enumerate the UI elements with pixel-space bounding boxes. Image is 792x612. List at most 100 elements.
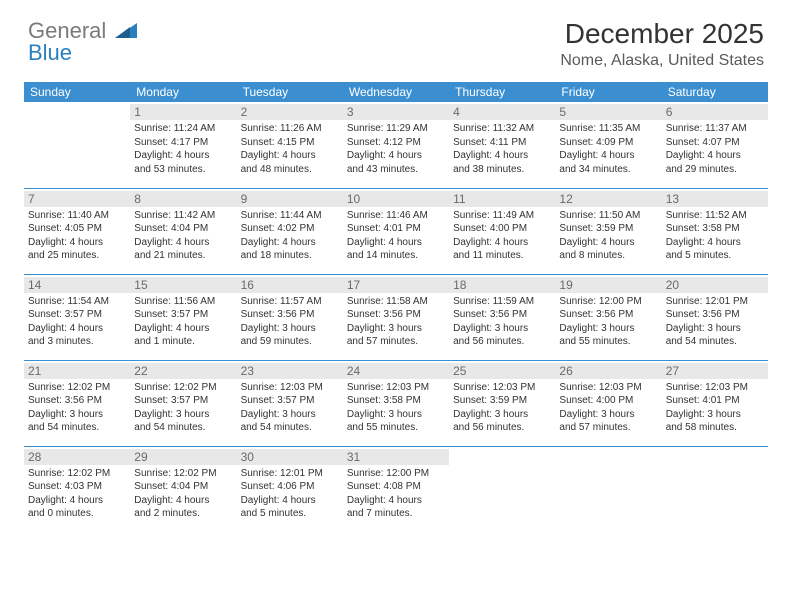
day-info: Sunrise: 12:02 PMSunset: 3:57 PMDaylight… — [134, 381, 232, 435]
day-number: 2 — [237, 104, 343, 120]
day-info-line: Sunset: 4:12 PM — [347, 136, 445, 150]
day-number: 11 — [449, 191, 555, 207]
day-info-line: Sunrise: 11:42 AM — [134, 209, 232, 223]
day-info-line: Sunset: 3:56 PM — [241, 308, 339, 322]
day-info-line: Sunset: 4:06 PM — [241, 480, 339, 494]
weekday-header: Thursday — [449, 82, 555, 102]
day-info: Sunrise: 12:00 PMSunset: 4:08 PMDaylight… — [347, 467, 445, 521]
day-info-line: Daylight: 4 hours — [28, 494, 126, 508]
day-info-line: Daylight: 4 hours — [134, 149, 232, 163]
day-info-line: Daylight: 3 hours — [347, 322, 445, 336]
calendar-row: 1Sunrise: 11:24 AMSunset: 4:17 PMDayligh… — [24, 102, 768, 188]
day-info-line: Sunset: 4:00 PM — [559, 394, 657, 408]
day-info-line: Daylight: 4 hours — [559, 149, 657, 163]
day-info-line: Daylight: 4 hours — [347, 149, 445, 163]
day-number: 27 — [662, 363, 768, 379]
day-info: Sunrise: 11:56 AMSunset: 3:57 PMDaylight… — [134, 295, 232, 349]
day-info-line: and 54 minutes. — [666, 335, 764, 349]
calendar-cell: 6 Sunrise: 11:37 AMSunset: 4:07 PMDayligh… — [662, 102, 768, 188]
day-info-line: Sunrise: 12:03 PM — [666, 381, 764, 395]
day-info-line: Daylight: 4 hours — [241, 236, 339, 250]
day-number: 13 — [662, 191, 768, 207]
calendar-cell: 4Sunrise: 11:32 AMSunset: 4:11 PMDayligh… — [449, 102, 555, 188]
day-info-line: Sunrise: 12:02 PM — [134, 381, 232, 395]
calendar-cell: 26Sunrise: 12:03 PMSunset: 4:00 PMDaylig… — [555, 360, 661, 446]
day-info-line: and 55 minutes. — [559, 335, 657, 349]
calendar-cell: 27 Sunrise: 12:03 PMSunset: 4:01 PMDaylig… — [662, 360, 768, 446]
day-info-line: Sunset: 4:01 PM — [347, 222, 445, 236]
day-info-line: and 57 minutes. — [347, 335, 445, 349]
day-number: 4 — [449, 104, 555, 120]
day-number: 15 — [130, 277, 236, 293]
day-info-line: Daylight: 3 hours — [453, 408, 551, 422]
day-info-line: Sunrise: 11:56 AM — [134, 295, 232, 309]
day-info: Sunrise: 11:37 AMSunset: 4:07 PMDaylight… — [666, 122, 764, 176]
day-number: 7 — [24, 191, 130, 207]
day-info-line: Daylight: 3 hours — [666, 408, 764, 422]
day-info-line: Sunrise: 11:26 AM — [241, 122, 339, 136]
day-info: Sunrise: 11:42 AMSunset: 4:04 PMDaylight… — [134, 209, 232, 263]
day-info-line: Sunrise: 12:00 PM — [347, 467, 445, 481]
weekday-header: Friday — [555, 82, 661, 102]
day-info: Sunrise: 12:02 PMSunset: 4:04 PMDaylight… — [134, 467, 232, 521]
calendar-row: 21Sunrise: 12:02 PMSunset: 3:56 PMDaylig… — [24, 360, 768, 446]
day-info-line: Daylight: 3 hours — [559, 322, 657, 336]
day-info: Sunrise: 11:52 AMSunset: 3:58 PMDaylight… — [666, 209, 764, 263]
day-info: Sunrise: 12:02 PMSunset: 4:03 PMDaylight… — [28, 467, 126, 521]
day-info-line: and 56 minutes. — [453, 335, 551, 349]
day-info-line: and 54 minutes. — [28, 421, 126, 435]
calendar-cell: 14 Sunrise: 11:54 AMSunset: 3:57 PMDaylig… — [24, 274, 130, 360]
day-number: 3 — [343, 104, 449, 120]
day-info: Sunrise: 11:40 AMSunset: 4:05 PMDaylight… — [28, 209, 126, 263]
day-info-line: Sunset: 4:00 PM — [453, 222, 551, 236]
day-info-line: and 55 minutes. — [347, 421, 445, 435]
day-number: 18 — [449, 277, 555, 293]
day-info-line: Daylight: 4 hours — [241, 494, 339, 508]
day-info: Sunrise: 11:50 AMSunset: 3:59 PMDaylight… — [559, 209, 657, 263]
day-info-line: Daylight: 4 hours — [28, 322, 126, 336]
day-info: Sunrise: 11:46 AMSunset: 4:01 PMDaylight… — [347, 209, 445, 263]
day-info: Sunrise: 11:35 AMSunset: 4:09 PMDaylight… — [559, 122, 657, 176]
day-info-line: Sunset: 3:57 PM — [241, 394, 339, 408]
day-info: Sunrise: 11:29 AMSunset: 4:12 PMDaylight… — [347, 122, 445, 176]
day-number: 22 — [130, 363, 236, 379]
day-info-line: and 38 minutes. — [453, 163, 551, 177]
calendar-cell: 22 Sunrise: 12:02 PMSunset: 3:57 PMDaylig… — [130, 360, 236, 446]
calendar-cell: 24Sunrise: 12:03 PMSunset: 3:58 PMDaylig… — [343, 360, 449, 446]
calendar-cell: 20Sunrise: 12:01 PMSunset: 3:56 PMDaylig… — [662, 274, 768, 360]
day-info: Sunrise: 11:54 AMSunset: 3:57 PMDaylight… — [28, 295, 126, 349]
day-info-line: Sunset: 4:17 PM — [134, 136, 232, 150]
day-info-line: Sunrise: 12:03 PM — [453, 381, 551, 395]
calendar-cell: 13 Sunrise: 11:52 AMSunset: 3:58 PMDaylig… — [662, 188, 768, 274]
day-info-line: Sunrise: 11:46 AM — [347, 209, 445, 223]
day-info-line: Daylight: 4 hours — [453, 236, 551, 250]
day-info-line: Sunrise: 11:35 AM — [559, 122, 657, 136]
day-info-line: Sunset: 4:01 PM — [666, 394, 764, 408]
day-info-line: Sunset: 4:02 PM — [241, 222, 339, 236]
day-info-line: and 21 minutes. — [134, 249, 232, 263]
location: Nome, Alaska, United States — [560, 52, 764, 70]
day-number: 6 — [662, 104, 768, 120]
day-info-line: and 5 minutes. — [666, 249, 764, 263]
day-info-line: Daylight: 3 hours — [134, 408, 232, 422]
day-info-line: Sunrise: 12:02 PM — [134, 467, 232, 481]
day-info: Sunrise: 11:44 AMSunset: 4:02 PMDaylight… — [241, 209, 339, 263]
calendar-row: 7 Sunrise: 11:40 AMSunset: 4:05 PMDayligh… — [24, 188, 768, 274]
day-info: Sunrise: 12:03 PMSunset: 3:57 PMDaylight… — [241, 381, 339, 435]
day-info-line: Sunset: 4:05 PM — [28, 222, 126, 236]
day-info-line: Daylight: 4 hours — [666, 149, 764, 163]
day-info-line: Sunset: 3:58 PM — [666, 222, 764, 236]
day-info-line: Sunrise: 11:49 AM — [453, 209, 551, 223]
day-number: 26 — [555, 363, 661, 379]
day-info-line: Sunset: 4:03 PM — [28, 480, 126, 494]
day-number: 8 — [130, 191, 236, 207]
calendar-cell: 21Sunrise: 12:02 PMSunset: 3:56 PMDaylig… — [24, 360, 130, 446]
day-info-line: Sunset: 4:04 PM — [134, 222, 232, 236]
day-info-line: and 59 minutes. — [241, 335, 339, 349]
calendar-row: 28Sunrise: 12:02 PMSunset: 4:03 PMDaylig… — [24, 446, 768, 532]
day-info-line: and 58 minutes. — [666, 421, 764, 435]
day-info-line: and 48 minutes. — [241, 163, 339, 177]
day-info-line: Sunrise: 11:24 AM — [134, 122, 232, 136]
calendar-cell: 19Sunrise: 12:00 PMSunset: 3:56 PMDaylig… — [555, 274, 661, 360]
day-number: 14 — [24, 277, 130, 293]
